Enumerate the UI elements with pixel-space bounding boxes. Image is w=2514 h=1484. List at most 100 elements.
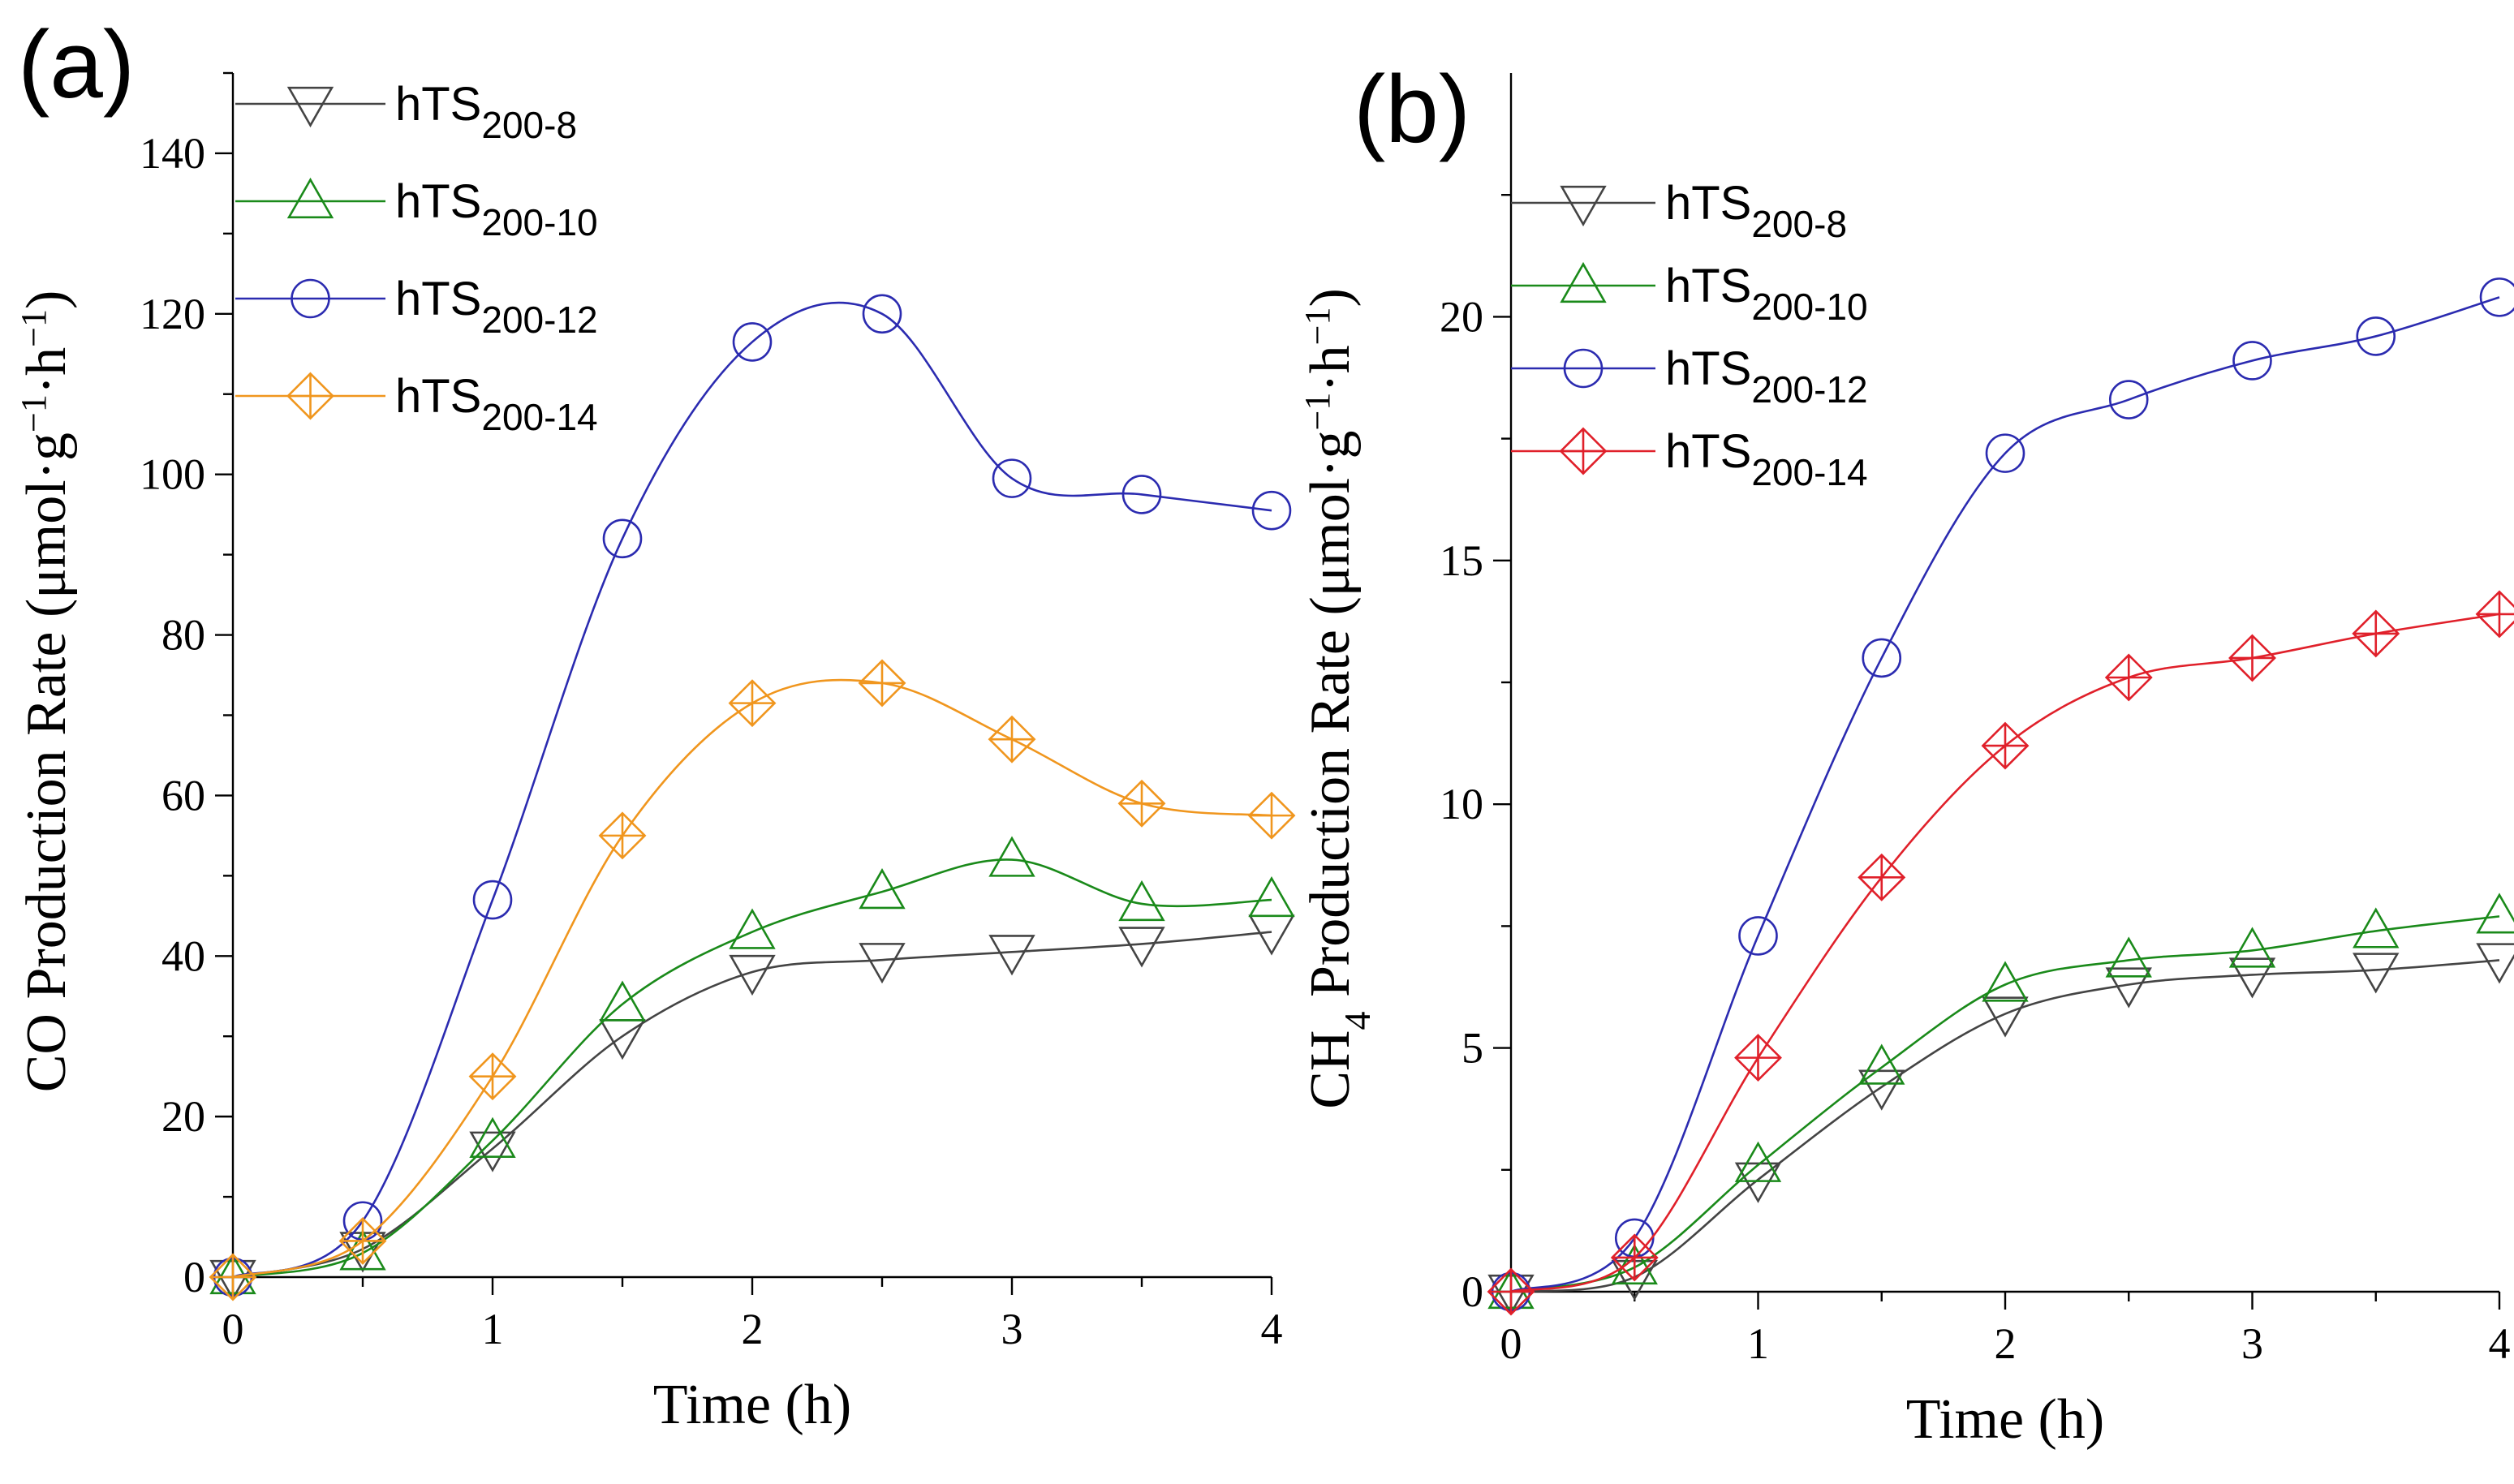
data-point: [1248, 875, 1295, 918]
data-point: [728, 679, 777, 728]
data-point: [472, 880, 513, 920]
data-point: [732, 322, 773, 362]
data-point: [1985, 433, 2025, 473]
legend-marker: [1563, 348, 1604, 389]
data-point: [862, 294, 902, 334]
x-tick-label: 3: [2241, 1319, 2263, 1368]
x-axis-title: Time (h): [653, 1374, 851, 1436]
series-line: [232, 858, 1272, 1279]
data-point: [1117, 779, 1166, 828]
legend-label: hTS200-10: [1665, 260, 1868, 328]
data-point: [1738, 916, 1778, 956]
data-point: [2104, 653, 2153, 702]
series-200-10: [1487, 893, 2514, 1310]
data-point: [1862, 638, 1902, 678]
legend-item: hTS200-8: [235, 78, 577, 146]
data-point: [2356, 316, 2396, 356]
data-point: [859, 943, 906, 984]
data-point: [2228, 957, 2276, 999]
y-tick-label: 140: [140, 129, 205, 178]
data-point: [469, 1116, 516, 1158]
series-200-12: [1491, 277, 2514, 1312]
legend-item: hTS200-14: [1511, 425, 1868, 493]
x-tick-label: 1: [482, 1305, 504, 1353]
x-tick-label: 2: [1995, 1319, 2017, 1368]
y-tick-label: 20: [1440, 292, 1483, 341]
data-point: [599, 980, 646, 1022]
y-tick-label: 20: [161, 1092, 205, 1141]
legend-label: hTS200-8: [1665, 177, 1847, 245]
legend-label: hTS200-12: [1665, 342, 1868, 411]
data-point: [2479, 277, 2514, 317]
legend-label: hTS200-14: [1665, 425, 1868, 493]
data-point: [338, 1217, 387, 1265]
y-axis-title: CO Production Rate (μmol·g−1·h−1): [14, 290, 79, 1093]
data-point: [2476, 893, 2514, 934]
data-point: [2353, 907, 2400, 948]
data-point: [468, 1052, 517, 1101]
data-point: [2228, 927, 2276, 968]
series-line: [1510, 915, 2500, 1293]
data-point: [1248, 914, 1295, 956]
legend-marker: [286, 372, 334, 420]
y-tick-label: 100: [140, 450, 205, 499]
x-tick-label: 2: [742, 1305, 764, 1353]
series-200-8: [1487, 943, 2514, 1316]
legend-marker: [1560, 185, 1607, 227]
x-tick-label: 4: [2489, 1319, 2511, 1368]
series-200-14: [1487, 590, 2514, 1316]
series-200-10: [209, 836, 1295, 1295]
legend-label: hTS200-8: [395, 78, 577, 146]
legend-marker: [286, 86, 334, 128]
data-point: [2228, 634, 2276, 682]
legend-item: hTS200-10: [1511, 260, 1868, 328]
y-tick-label: 0: [183, 1253, 205, 1301]
data-point: [1611, 1243, 1658, 1285]
data-point: [1487, 1267, 1535, 1316]
data-point: [988, 935, 1035, 976]
series-line: [232, 678, 1272, 1279]
y-tick-label: 40: [161, 931, 205, 980]
data-point: [1858, 853, 1906, 901]
data-point: [1610, 1233, 1659, 1282]
data-point: [2105, 967, 2152, 1009]
legend-label: hTS200-14: [395, 370, 598, 438]
data-point: [1247, 791, 1296, 840]
data-point: [2108, 380, 2149, 419]
data-point: [1121, 475, 1162, 514]
y-tick-label: 80: [161, 611, 205, 660]
y-tick-label: 15: [1440, 536, 1483, 585]
panel-b-ch4-production-chart: 0 1 2 3 4 0 5 10 15 20 Time (h) CH4 Production Rate…: [1298, 56, 2514, 1451]
data-point: [1734, 1034, 1782, 1082]
data-point: [2475, 590, 2514, 639]
data-point: [1981, 721, 2030, 770]
data-point: [1858, 1043, 1905, 1085]
legend-item: hTS200-12: [1511, 342, 1868, 411]
series-line: [1510, 613, 2500, 1293]
data-point: [1118, 927, 1165, 968]
x-tick-label: 0: [222, 1305, 244, 1353]
series-line: [1510, 959, 2500, 1293]
x-tick-label: 0: [1500, 1319, 1522, 1368]
panel-label: (a): [18, 11, 135, 118]
legend-marker: [286, 177, 334, 219]
data-point: [209, 1253, 257, 1301]
legend-marker: [291, 278, 330, 319]
data-point: [992, 458, 1032, 498]
data-point: [1982, 961, 2029, 1002]
data-point: [469, 1131, 516, 1172]
series-200-14: [209, 659, 1296, 1301]
data-point: [598, 811, 647, 860]
legend-item: hTS200-14: [235, 370, 598, 438]
data-point: [2232, 341, 2272, 381]
legend-item: hTS200-12: [235, 273, 598, 341]
data-point: [859, 868, 906, 910]
legend-marker: [1559, 427, 1608, 475]
x-tick-label: 4: [1261, 1305, 1283, 1353]
data-point: [2352, 609, 2400, 658]
data-point: [602, 518, 643, 559]
series-line: [232, 931, 1272, 1279]
data-point: [1858, 1069, 1905, 1111]
